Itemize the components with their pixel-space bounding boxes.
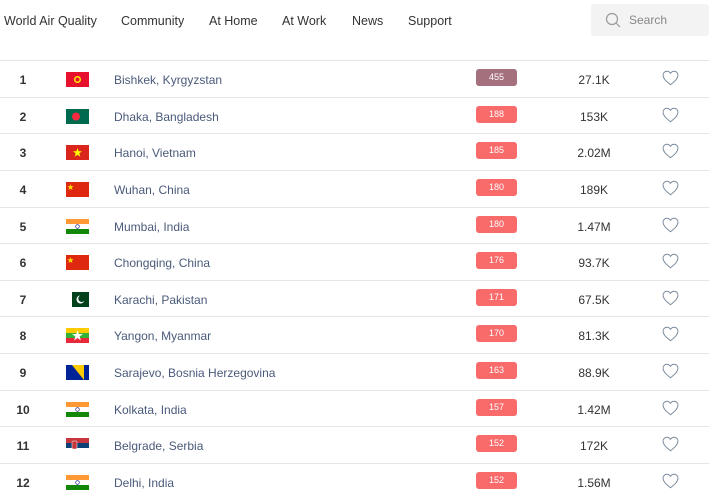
nav-news[interactable]: News <box>352 14 384 28</box>
heart-icon[interactable] <box>662 253 679 269</box>
aqi-badge: 176 <box>476 252 517 270</box>
city-link[interactable]: Chongqing, China <box>114 256 211 271</box>
heart-icon[interactable] <box>662 473 679 489</box>
bangladesh-flag-icon <box>66 108 89 124</box>
followers-count: 88.9K <box>578 366 610 381</box>
heart-icon[interactable] <box>662 217 679 233</box>
city-link[interactable]: Mumbai, India <box>114 219 190 234</box>
table-row[interactable]: 10 Kolkata, India 157 1.42M <box>0 389 709 427</box>
myanmar-flag-icon <box>66 328 89 344</box>
rank: 11 <box>16 439 30 454</box>
rank: 3 <box>19 146 27 161</box>
nav-community[interactable]: Community <box>121 14 185 28</box>
table-row[interactable]: 1 Bishkek, Kyrgyzstan 455 27.1K <box>0 60 709 97</box>
heart-icon[interactable] <box>662 363 679 379</box>
search-placeholder: Search <box>629 13 668 27</box>
china-flag-icon <box>66 255 89 271</box>
heart-icon[interactable] <box>662 290 679 306</box>
nav-support[interactable]: Support <box>408 14 452 28</box>
aqi-badge: 157 <box>476 398 517 416</box>
rank: 7 <box>19 292 27 307</box>
followers-count: 1.47M <box>577 219 611 234</box>
rank: 5 <box>19 219 27 234</box>
table-row[interactable]: 9 Sarajevo, Bosnia Herzegovina 163 88.9K <box>0 353 709 390</box>
rank: 10 <box>16 402 30 417</box>
heart-icon[interactable] <box>662 326 679 342</box>
followers-count: 153K <box>579 109 609 124</box>
city-link[interactable]: Kolkata, India <box>114 402 187 417</box>
serbia-flag-icon <box>66 438 89 454</box>
aqi-badge: 185 <box>476 142 517 160</box>
rank: 4 <box>19 182 27 197</box>
nav-at-work[interactable]: At Work <box>282 14 327 28</box>
table-row[interactable]: 3 Hanoi, Vietnam 185 2.02M <box>0 133 709 170</box>
table-row[interactable]: 7 Karachi, Pakistan 171 67.5K <box>0 279 709 317</box>
followers-count: 81.3K <box>578 329 610 344</box>
table-row[interactable]: 5 Mumbai, India 180 1.47M <box>0 206 709 244</box>
table-row[interactable]: 8 Yangon, Myanmar 170 81.3K <box>0 316 709 353</box>
aqi-badge: 170 <box>476 325 517 343</box>
aqi-badge: 171 <box>476 288 517 306</box>
table-row[interactable]: 12 Delhi, India 152 1.56M <box>0 463 709 500</box>
kyrgyzstan-flag-icon <box>66 72 89 87</box>
aqi-badge: 152 <box>476 472 517 490</box>
pakistan-flag-icon <box>66 291 89 307</box>
followers-count: 2.02M <box>577 146 611 161</box>
china-flag-icon <box>66 181 89 197</box>
rank: 9 <box>19 366 27 381</box>
rank: 6 <box>19 256 27 271</box>
heart-icon[interactable] <box>662 107 679 123</box>
heart-icon[interactable] <box>662 400 679 416</box>
india-flag-icon <box>66 475 89 491</box>
aqi-badge: 180 <box>476 178 517 196</box>
followers-count: 1.42M <box>577 402 611 417</box>
aqi-badge: 163 <box>476 362 517 380</box>
search-input[interactable]: Search <box>591 4 709 36</box>
india-flag-icon <box>66 218 89 234</box>
followers-count: 189K <box>579 182 609 197</box>
heart-icon[interactable] <box>662 436 679 452</box>
city-link[interactable]: Wuhan, China <box>114 182 190 197</box>
nav-at-home[interactable]: At Home <box>209 14 258 28</box>
rank: 1 <box>19 73 27 87</box>
table-row[interactable]: 2 Dhaka, Bangladesh 188 153K <box>0 96 709 134</box>
table-row[interactable]: 6 Chongqing, China 176 93.7K <box>0 243 709 280</box>
aqi-badge: 180 <box>476 215 517 233</box>
aqi-badge: 455 <box>476 69 517 86</box>
table-row[interactable]: 11 Belgrade, Serbia 152 172K <box>0 426 709 463</box>
city-ranking-table: 1 Bishkek, Kyrgyzstan 455 27.1K 2 Dhaka,… <box>0 60 709 500</box>
vietnam-flag-icon <box>66 145 89 161</box>
bosnia-flag-icon <box>66 365 89 381</box>
table-row[interactable]: 4 Wuhan, China 180 189K <box>0 169 709 207</box>
india-flag-icon <box>66 401 89 417</box>
rank: 2 <box>19 109 27 124</box>
city-link[interactable]: Belgrade, Serbia <box>114 439 204 454</box>
followers-count: 93.7K <box>578 256 610 271</box>
followers-count: 172K <box>579 439 609 454</box>
city-link[interactable]: Karachi, Pakistan <box>114 292 208 307</box>
heart-icon[interactable] <box>662 180 679 196</box>
city-link[interactable]: Yangon, Myanmar <box>114 329 212 344</box>
search-icon <box>605 12 621 28</box>
heart-icon[interactable] <box>662 70 679 86</box>
city-link[interactable]: Delhi, India <box>114 476 175 491</box>
followers-count: 67.5K <box>578 292 610 307</box>
aqi-badge: 152 <box>476 435 517 453</box>
city-link[interactable]: Dhaka, Bangladesh <box>114 109 219 124</box>
city-link[interactable]: Sarajevo, Bosnia Herzegovina <box>114 366 276 381</box>
followers-count: 1.56M <box>577 476 611 491</box>
city-link[interactable]: Bishkek, Kyrgyzstan <box>114 73 223 87</box>
aqi-badge: 188 <box>476 105 517 123</box>
heart-icon[interactable] <box>662 143 679 159</box>
nav-brand[interactable]: World Air Quality <box>4 14 97 28</box>
rank: 12 <box>16 476 30 491</box>
followers-count: 27.1K <box>578 73 610 87</box>
top-nav: World Air Quality Community At Home At W… <box>0 0 709 42</box>
rank: 8 <box>19 329 27 344</box>
city-link[interactable]: Hanoi, Vietnam <box>114 146 196 161</box>
